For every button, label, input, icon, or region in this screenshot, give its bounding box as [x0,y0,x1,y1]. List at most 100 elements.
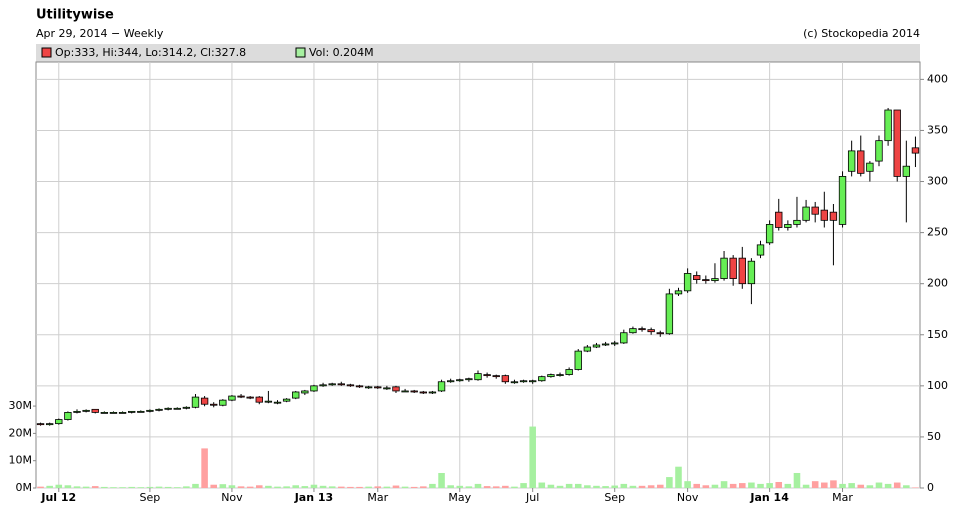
candle-body [820,209,828,221]
legend-swatch [295,47,306,58]
candle-body [738,257,746,285]
candle-body [556,374,564,377]
volume-bar [164,486,172,488]
x-tick-label: Jul 12 [40,491,76,504]
candle-body [574,350,582,370]
y-tick-label: 0 [927,481,934,494]
volume-bar [91,486,99,488]
volume-bar [310,484,318,488]
candle-body [483,374,491,377]
volume-bar [502,485,509,488]
candle-body [866,162,874,172]
candle-body [620,332,628,344]
candle-body [456,379,464,382]
candle-body [583,346,592,352]
candle-body [410,390,418,393]
volume-bar [666,477,673,488]
candle-body [629,328,637,334]
volume-bar [383,486,391,488]
candle-body [729,257,737,279]
volume-bar [73,486,81,488]
volume-bar [192,483,199,488]
candle-body [793,219,801,225]
volume-bar [848,483,855,488]
candle-body [884,109,892,142]
volume-bar [46,485,53,488]
x-tick-label: Sep [604,491,625,504]
candle-body [374,386,382,389]
volume-bar [319,485,327,488]
volume-bar [511,486,518,488]
y2-tick-label: 10M [9,454,33,467]
x-tick-label: Jan 13 [294,491,333,504]
volume-bar [802,484,810,488]
candle-body [246,396,254,399]
volume-bar [565,483,573,488]
candle-body [775,211,783,228]
y-tick-label: 400 [927,72,948,85]
candle-body [875,140,883,162]
volume-bar [219,484,227,488]
volume-bar [584,485,591,488]
candle-body [237,395,245,398]
candle-body [273,401,282,404]
candle-body [282,398,291,402]
y-tick-label: 250 [927,226,948,239]
y-tick-label: 200 [927,277,948,290]
volume-bar [821,482,828,488]
candle-body [474,373,482,381]
volume-bar [255,485,263,488]
volume-bar [465,486,473,488]
candle-body [383,387,391,390]
volume-bar [201,448,208,488]
x-tick-label: May [448,491,471,504]
volume-bar [620,483,628,488]
candle-body [164,407,172,410]
candle-body [173,407,181,410]
candle-body [902,165,911,177]
volume-bar [893,482,901,488]
volume-bar [602,486,609,488]
candle-body [437,381,446,392]
legend-band [36,44,920,62]
volume-bar [283,486,290,488]
candle-body [73,410,81,413]
volume-bar [137,487,145,488]
candle-body [528,380,537,383]
candle-body [510,381,519,384]
candle-body [711,278,719,282]
candle-body [36,423,45,426]
candle-body [109,412,118,414]
volume-bar [183,486,190,488]
candle-body [811,206,819,215]
volume-bar [155,486,163,488]
volume-bar [328,486,336,488]
candle-body [647,329,655,333]
candle-body [100,412,109,414]
legend-swatch [41,47,52,58]
volume-bar [830,480,837,488]
candle-body [137,410,145,413]
volume-bar [64,485,72,488]
candle-body [191,396,200,408]
candle-body [519,380,528,383]
volume-bar [629,485,637,488]
candle-body [182,406,191,409]
candle-body [401,390,409,393]
volume-bar [912,487,919,488]
candle-body [765,224,774,244]
candle-body [829,211,838,221]
candle-body [538,376,546,382]
candle-body [228,395,236,401]
plot-area [35,61,921,489]
x-tick-label: Jan 14 [749,491,789,504]
volume-bar [875,482,883,488]
volume-bar [246,486,254,488]
candle-body [656,332,664,335]
candle-body [547,374,555,378]
volume-bar [593,485,600,488]
candle-body [893,109,901,177]
volume-bar [729,483,737,488]
